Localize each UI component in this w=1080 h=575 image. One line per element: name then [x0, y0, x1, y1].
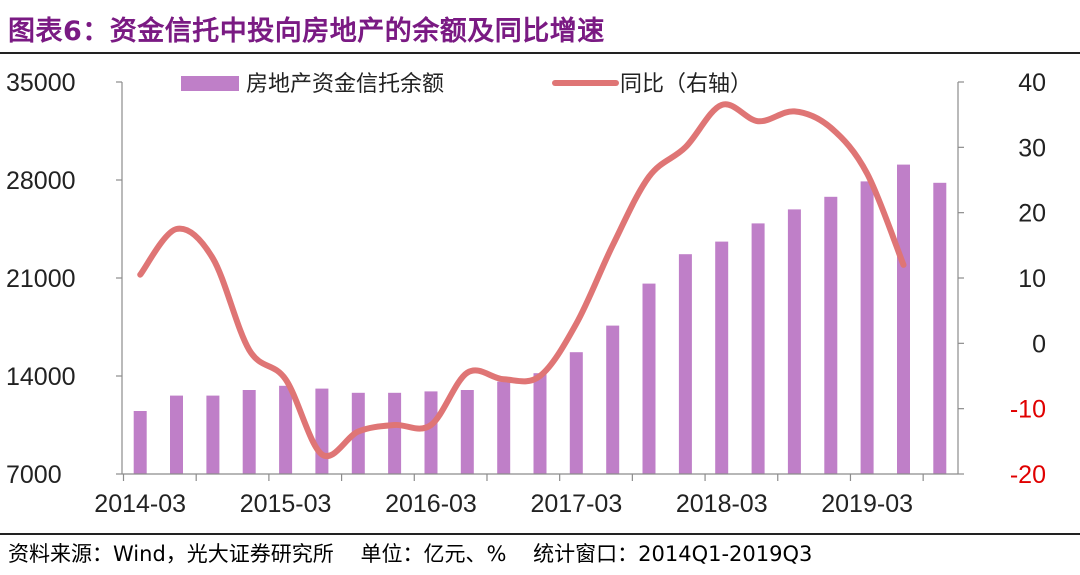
chart-title: 图表6：资金信托中投向房地产的余额及同比增速 [8, 16, 605, 47]
left-tick-label: 14000 [6, 363, 76, 391]
bar-2018-03 [715, 241, 729, 474]
bar-2017-03 [569, 352, 583, 474]
yoy-point-2015-03 [285, 378, 287, 380]
yoy-point-2014-09 [212, 257, 214, 259]
yoy-point-2018-06 [757, 120, 759, 122]
right-tick-label: 10 [1018, 265, 1046, 293]
right-tick-label: -20 [1010, 461, 1046, 489]
right-tick-label: 0 [1032, 330, 1046, 358]
legend-line-label: 同比（右轴） [620, 72, 752, 97]
bar-2017-12 [678, 254, 692, 474]
bar-2014-12 [242, 390, 256, 474]
x-tick-label: 2017-03 [530, 490, 622, 518]
bar-2018-12 [824, 196, 838, 475]
bar-2019-03 [860, 181, 874, 474]
yoy-point-2014-12 [248, 349, 250, 351]
yoy-point-2015-06 [321, 453, 323, 455]
legend-bar-label: 房地产资金信托余额 [246, 72, 444, 97]
right-tick-label: -10 [1010, 396, 1046, 424]
yoy-point-2015-12 [394, 424, 396, 426]
yoy-line [137, 101, 907, 460]
bar-2019-09 [933, 182, 947, 475]
title-rule [0, 52, 1080, 54]
chart-footer: 资料来源：Wind，光大证券研究所 单位：亿元、% 统计窗口：2014Q1-20… [8, 538, 832, 568]
bar-2016-09 [497, 381, 511, 474]
bar-2017-09 [642, 283, 656, 474]
footer-rule [0, 533, 1080, 535]
yoy-point-2017-12 [684, 146, 687, 148]
left-tick-label: 7000 [6, 461, 62, 489]
bar-2014-03 [133, 411, 147, 474]
yoy-point-2017-03 [575, 323, 577, 325]
yoy-point-2017-06 [612, 244, 614, 246]
yoy-point-2016-12 [539, 375, 541, 377]
bar-2016-12 [533, 373, 547, 474]
bar-2019-06 [897, 164, 910, 474]
yoy-point-2015-09 [357, 430, 359, 433]
bar-2015-06 [315, 388, 329, 474]
yoy-point-2019-06 [902, 264, 905, 266]
bar-2018-06 [751, 223, 765, 474]
legend-bar-swatch [181, 76, 239, 91]
bar-2015-12 [388, 392, 402, 474]
yoy-point-2016-06 [466, 372, 468, 374]
yoy-point-2016-09 [503, 378, 505, 380]
yoy-point-2014-03 [139, 274, 141, 276]
bar-2014-09 [206, 395, 220, 474]
chart: 7000 14000 21000 28000 35000 -20 -10 0 10 20 30 40 2… [6, 69, 1046, 518]
window-note: 统计窗口：2014Q1-2019Q3 [533, 542, 813, 566]
right-tick-label: 20 [1018, 200, 1046, 228]
bar-2018-09 [787, 209, 801, 474]
right-tick-label: 30 [1018, 134, 1046, 162]
bar-2017-06 [606, 325, 620, 474]
unit-note: 单位：亿元、% [360, 542, 507, 566]
yoy-point-2018-03 [721, 104, 723, 106]
bar-2014-06 [170, 395, 183, 474]
bar-2016-06 [460, 390, 474, 474]
yoy-point-2018-09 [793, 110, 796, 112]
x-tick-label: 2018-03 [676, 490, 768, 518]
x-tick-label: 2015-03 [240, 490, 332, 518]
yoy-point-2017-09 [648, 176, 650, 178]
yoy-point-2018-12 [830, 127, 832, 129]
left-tick-label: 35000 [6, 69, 76, 97]
left-tick-label: 28000 [6, 167, 76, 195]
yoy-point-2016-03 [430, 424, 432, 426]
source-note: 资料来源：Wind，光大证券研究所 [8, 542, 334, 566]
left-tick-label: 21000 [6, 265, 76, 293]
right-tick-label: 40 [1018, 69, 1046, 97]
bar-2016-03 [424, 391, 438, 474]
yoy-point-2019-03 [866, 172, 868, 175]
x-tick-label: 2016-03 [385, 490, 477, 518]
x-tick-label: 2019-03 [821, 490, 913, 518]
bar-2015-03 [279, 385, 293, 474]
x-tick-label: 2014-03 [94, 490, 186, 518]
yoy-point-2014-06 [175, 228, 178, 230]
